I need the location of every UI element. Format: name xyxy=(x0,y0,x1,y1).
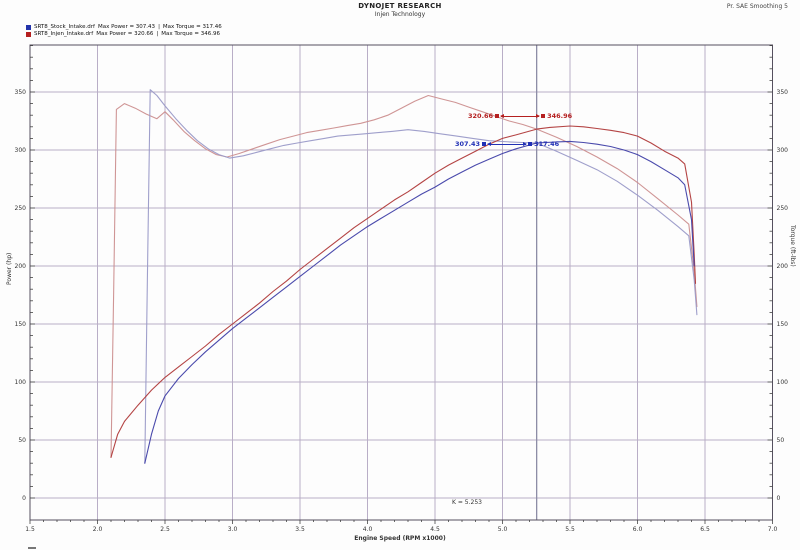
double-arrow-icon xyxy=(487,141,528,146)
y-tick-label-right: 250 xyxy=(777,205,789,212)
x-tick-label: 6.0 xyxy=(633,526,643,533)
series-stock-power xyxy=(144,140,695,464)
legend-separator: | xyxy=(158,24,160,30)
y-tick-label-right: 50 xyxy=(777,437,785,444)
series-injen-torque xyxy=(110,94,698,458)
x-tick-label: 4.0 xyxy=(363,526,373,533)
plot-border xyxy=(29,44,773,521)
marker-square-icon xyxy=(541,114,546,118)
page-title: DYNOJET RESEARCH xyxy=(358,2,442,10)
series-stock-torque xyxy=(144,89,698,464)
x-tick-label: 7.0 xyxy=(768,526,778,533)
y-axis-right-title: Torque (ft-lbs) xyxy=(789,225,796,267)
annotation-injen-left-value: 320.66 xyxy=(468,112,494,120)
x-tick-label: 5.5 xyxy=(565,526,575,533)
y-tick-label-left: 200 xyxy=(15,263,27,270)
crossover-marker-label: K = 5.253 xyxy=(452,499,482,506)
smoothing-note: Pr. SAE Smoothing 5 xyxy=(726,3,788,10)
y-tick-label-left: 250 xyxy=(15,205,27,212)
x-tick-label: 6.5 xyxy=(700,526,710,533)
page-subtitle: Injen Technology xyxy=(374,11,426,18)
legend-separator: | xyxy=(156,31,159,37)
annotation-stock-peaks: 307.43 317.46 xyxy=(455,140,559,148)
x-tick-label: 3.5 xyxy=(295,526,305,533)
x-tick-label: 2.0 xyxy=(93,526,103,533)
injen-run-name: SRT8_Injen_Intake.drf xyxy=(34,31,94,37)
double-arrow-icon xyxy=(500,113,541,118)
x-axis-title: Engine Speed (RPM x1000) xyxy=(354,535,446,542)
annotation-stock-right-value: 317.46 xyxy=(534,140,560,148)
stock-run-name: SRT8_Stock_Intake.drf xyxy=(34,24,95,30)
y-tick-label-left: 0 xyxy=(22,495,26,502)
annotation-stock-left-value: 307.43 xyxy=(455,140,481,148)
y-tick-label-right: 350 xyxy=(777,89,789,96)
y-tick-label-left: 50 xyxy=(18,437,26,444)
stock-max-power: Max Power = 307.43 xyxy=(97,24,156,30)
injen-run-swatch xyxy=(26,31,31,37)
legend-row-injen: SRT8_Injen_Intake.drf Max Power = 320.66… xyxy=(26,31,222,37)
y-tick-label-right: 300 xyxy=(777,147,789,154)
series-injen-power xyxy=(110,125,697,458)
stock-run-swatch xyxy=(26,24,31,30)
legend-row-stock: SRT8_Stock_Intake.drf Max Power = 307.43… xyxy=(26,24,222,30)
y-tick-label-right: 200 xyxy=(777,263,789,270)
x-tick-label: 1.5 xyxy=(25,526,35,533)
marker-square-icon xyxy=(528,142,533,146)
annotation-injen-peaks: 320.66 346.96 xyxy=(468,112,572,120)
x-tick-label: 4.5 xyxy=(430,526,440,533)
injen-max-torque: Max Torque = 346.96 xyxy=(161,31,220,37)
scan-edge-artifact xyxy=(28,547,36,549)
y-tick-label-right: 100 xyxy=(777,379,789,386)
x-tick-label: 3.0 xyxy=(228,526,238,533)
x-tick-label: 5.0 xyxy=(498,526,508,533)
y-tick-label-left: 150 xyxy=(15,321,27,328)
annotation-injen-right-value: 346.96 xyxy=(547,112,573,120)
marker-square-icon xyxy=(495,114,500,118)
y-tick-label-right: 0 xyxy=(777,495,781,502)
injen-max-power: Max Power = 320.66 xyxy=(96,31,154,37)
y-axis-left-title: Power (hp) xyxy=(6,252,13,285)
run-legend: SRT8_Stock_Intake.drf Max Power = 307.43… xyxy=(26,24,222,37)
x-tick-label: 2.5 xyxy=(160,526,170,533)
y-tick-label-left: 350 xyxy=(15,89,27,96)
y-tick-label-right: 150 xyxy=(777,321,789,328)
stock-max-torque: Max Torque = 317.46 xyxy=(162,24,222,30)
y-tick-label-left: 100 xyxy=(15,379,27,386)
y-tick-label-left: 300 xyxy=(15,147,27,154)
marker-square-icon xyxy=(482,142,487,146)
